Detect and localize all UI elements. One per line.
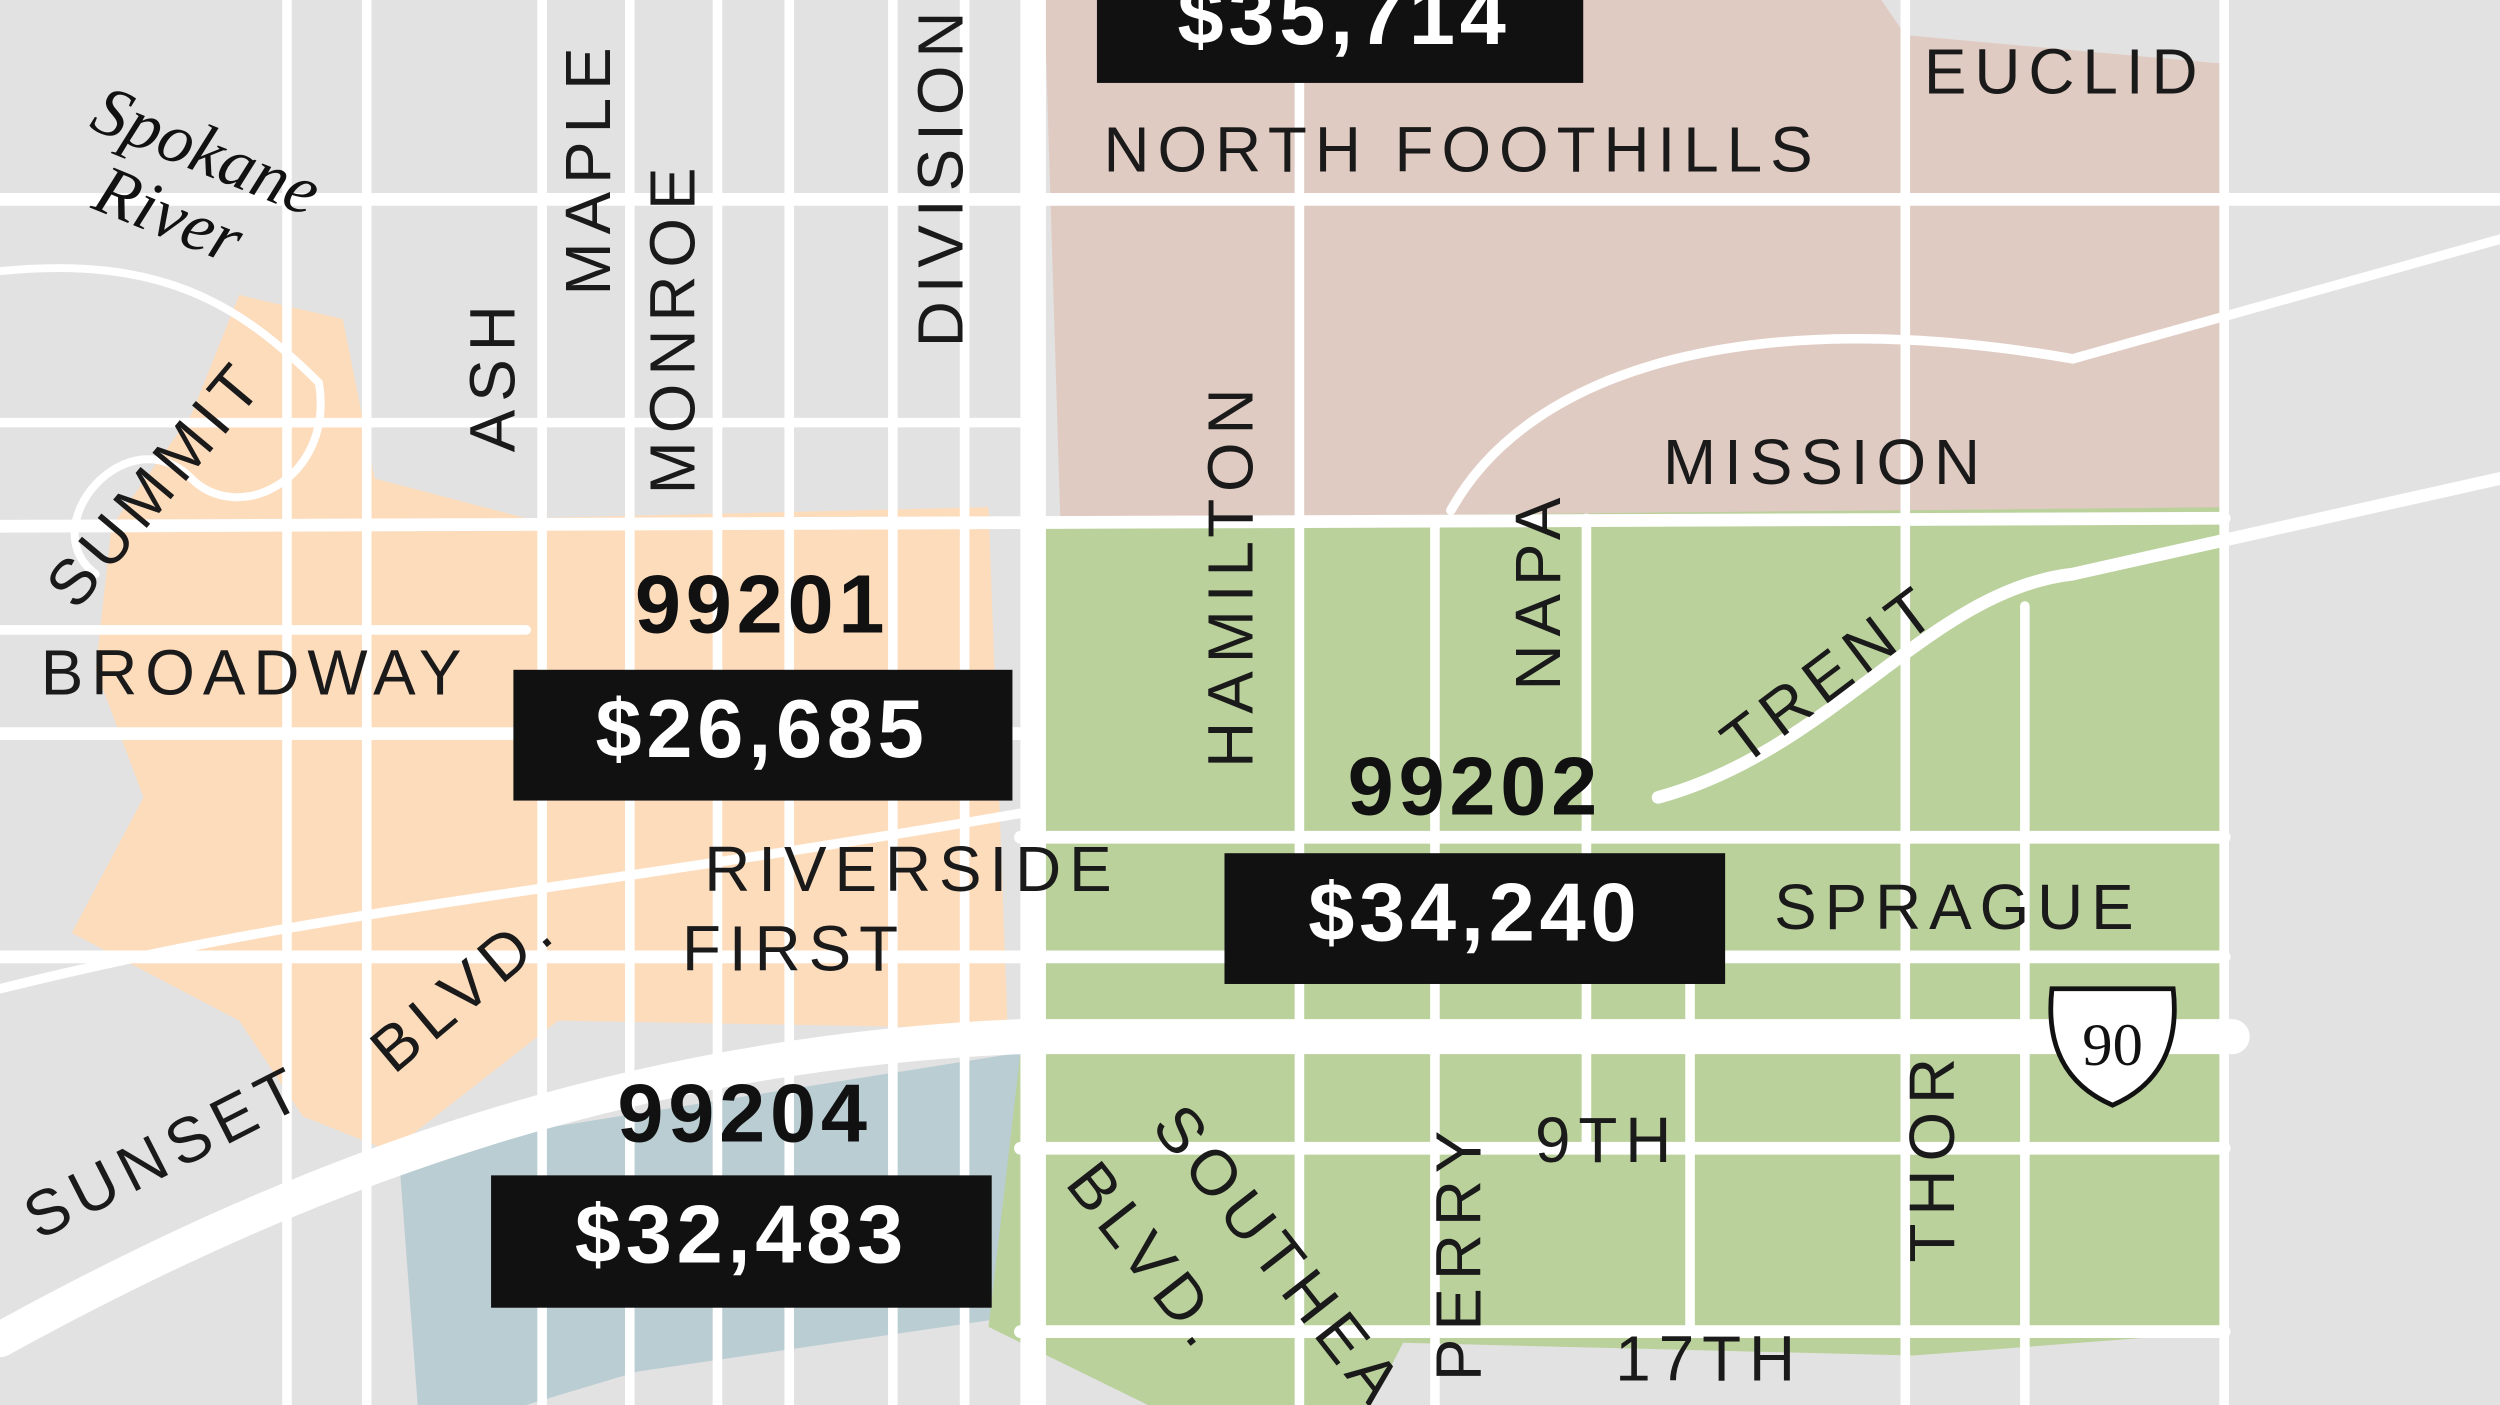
income-label: $26,685 [596, 682, 929, 775]
street-label: BROADWAY [41, 637, 470, 709]
street-label: MONROE [636, 160, 708, 495]
street-label: 9TH [1535, 1104, 1679, 1176]
street-label: SPRAGUE [1774, 871, 2142, 943]
highway-shield: 90 [2048, 986, 2177, 1108]
zip-area-north-foothills [1044, 0, 2225, 519]
street-label: FIRST [682, 913, 906, 985]
street-label: HAMILTON [1194, 380, 1266, 767]
income-label: $35,714 [1178, 0, 1511, 62]
zip-label: 99201 [635, 558, 889, 651]
income-label: $32,483 [575, 1188, 908, 1281]
street-label: THOR [1896, 1050, 1968, 1263]
income-box [513, 669, 1013, 801]
income-box [1224, 853, 1726, 984]
zip-label: 99204 [617, 1066, 871, 1159]
street-label: RIVERSIDE [704, 833, 1119, 905]
street-label: MAPLE [552, 39, 624, 295]
street-label: ASH [456, 297, 528, 452]
income-box [491, 1175, 992, 1308]
street-label: NORTH FOOTHILLS [1104, 114, 1821, 186]
street-label: MISSION [1663, 426, 1988, 498]
zip-label: 99202 [1348, 740, 1602, 833]
street-label: 17TH [1615, 1322, 1803, 1394]
street-label: NAPA [1502, 490, 1574, 691]
highway-number: 90 [2082, 1012, 2143, 1079]
street-label: PERRY [1422, 1123, 1494, 1381]
income-box [1096, 0, 1584, 83]
street-label: EUCLID [1924, 35, 2206, 107]
street-label: DIVISION [904, 4, 976, 348]
income-label: $34,240 [1308, 865, 1641, 958]
